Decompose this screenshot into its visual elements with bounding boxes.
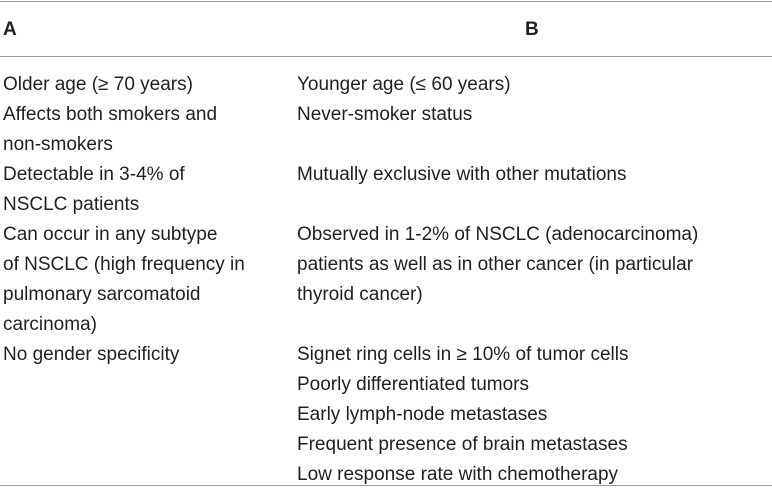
cell-a-row-2: Affects both smokers and non-smokers (3, 104, 218, 155)
cell-b-row-5: Signet ring cells in ≥ 10% of tumor cell… (297, 344, 629, 485)
header-rule (0, 56, 772, 57)
cell-a-row-4: Can occur in any subtype of NSCLC (high … (3, 224, 245, 335)
column-b: Younger age (≤ 60 years) Never-smoker st… (297, 70, 767, 490)
cell-b-row-2: Never-smoker status (297, 104, 473, 125)
column-header-b: B (525, 19, 539, 40)
column-a: Older age (≥ 70 years) Affects both smok… (3, 70, 288, 490)
cell-b-row-1: Younger age (≤ 60 years) (297, 74, 511, 95)
column-header-a: A (3, 19, 17, 40)
cell-a-row-3: Detectable in 3-4% of NSCLC patients (3, 164, 185, 215)
cell-a-row-5: No gender specificity (3, 344, 180, 365)
bottom-rule (0, 485, 772, 486)
cell-b-row-3: Mutually exclusive with other mutations (297, 164, 627, 185)
top-rule (0, 1, 772, 2)
cell-a-row-1: Older age (≥ 70 years) (3, 74, 193, 95)
cell-b-row-4: Observed in 1-2% of NSCLC (adenocarcinom… (297, 224, 699, 305)
